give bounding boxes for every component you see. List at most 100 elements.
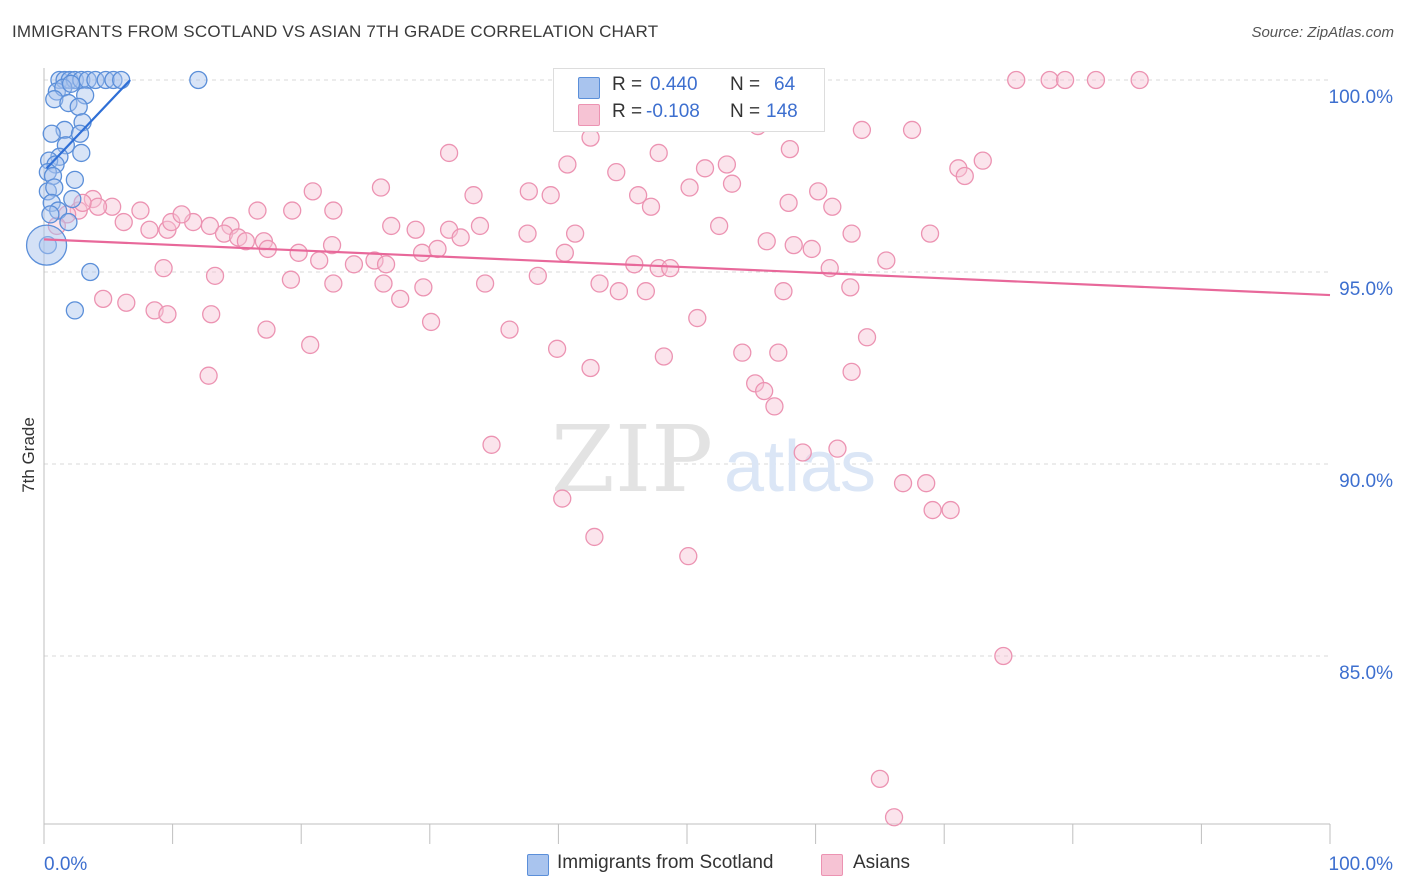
data-point: [917, 474, 936, 493]
data-point: [1055, 70, 1075, 90]
legend-swatch-scotland: [527, 854, 549, 876]
data-point: [842, 362, 861, 381]
data-point: [140, 220, 159, 239]
data-point: [695, 159, 715, 178]
data-point: [828, 439, 847, 458]
data-point: [679, 547, 698, 566]
data-point: [809, 182, 828, 201]
data-point: [884, 808, 904, 827]
data-point: [955, 166, 974, 186]
data-point: [609, 282, 628, 301]
y-axis-title: 7th Grade: [19, 417, 38, 493]
data-point: [722, 174, 742, 193]
data-point: [439, 143, 459, 163]
scotland-trend-line: [45, 79, 131, 170]
data-point: [324, 201, 343, 220]
data-point: [131, 201, 150, 220]
legend-swatch-asians: [821, 854, 843, 876]
data-point: [941, 500, 960, 520]
data-point: [344, 255, 364, 274]
watermark-atlas: atlas: [724, 427, 876, 507]
data-point: [73, 193, 92, 213]
legend-r-value: 0.440: [650, 74, 698, 95]
series-legend: Immigrants from Scotland Asians: [0, 852, 1406, 878]
x-tick-label-max: 100.0%: [1329, 854, 1394, 875]
data-point: [96, 70, 115, 90]
data-point: [56, 136, 76, 155]
chart-title: IMMIGRANTS FROM SCOTLAND VS ASIAN 7TH GR…: [12, 22, 659, 41]
data-point: [114, 212, 133, 232]
data-point: [451, 228, 470, 247]
data-point: [72, 143, 91, 163]
asians-points: [47, 70, 1149, 827]
data-point: [464, 186, 483, 205]
data-point: [412, 243, 432, 262]
data-point: [322, 235, 342, 255]
legend-swatch-blue: [578, 77, 600, 99]
data-point: [688, 308, 707, 328]
data-point: [406, 220, 425, 239]
data-point: [289, 243, 308, 262]
data-point: [755, 381, 774, 401]
data-point: [784, 235, 803, 255]
data-point: [607, 163, 626, 182]
data-point: [519, 182, 538, 201]
scotland-points: [25, 70, 208, 320]
data-point: [779, 193, 798, 213]
asians-trend-line: [43, 238, 1331, 297]
data-point: [303, 182, 322, 201]
data-point: [923, 500, 942, 520]
data-point: [391, 289, 410, 309]
legend-label-scotland: Immigrants from Scotland: [557, 852, 774, 873]
data-point: [1007, 70, 1026, 90]
data-point: [104, 70, 123, 90]
data-point: [475, 274, 495, 293]
data-point: [661, 259, 680, 278]
data-point: [65, 301, 85, 320]
data-point: [528, 266, 547, 285]
legend-n-label: N =: [730, 74, 761, 95]
data-point: [565, 224, 585, 243]
source-label: Source: ZipAtlas.com: [1251, 24, 1394, 41]
data-point: [45, 178, 64, 197]
data-point: [765, 397, 784, 416]
x-tick-label-min: 0.0%: [44, 854, 87, 875]
data-point: [41, 205, 60, 224]
data-point: [842, 224, 861, 243]
legend-n-value: 148: [766, 101, 798, 122]
data-point: [76, 86, 95, 105]
y-tick-label: 90.0%: [1339, 471, 1393, 492]
legend-r-label: R =: [612, 74, 643, 95]
data-point: [893, 474, 913, 493]
legend-swatch-pink: [578, 104, 600, 126]
data-point: [518, 224, 537, 243]
data-point: [780, 139, 800, 159]
y-tick-label: 100.0%: [1329, 87, 1394, 108]
data-point: [112, 70, 131, 90]
legend-r-value: -0.108: [646, 101, 700, 122]
data-point: [877, 251, 896, 270]
data-point: [870, 769, 890, 789]
data-point: [382, 216, 401, 236]
data-point: [710, 216, 729, 236]
y-tick-label: 95.0%: [1339, 279, 1393, 300]
watermark: ZIP atlas: [551, 406, 876, 513]
data-point: [59, 93, 78, 113]
data-point: [1040, 70, 1059, 90]
data-point: [654, 347, 674, 366]
data-point: [581, 358, 600, 378]
data-point: [59, 212, 78, 232]
data-point: [42, 124, 61, 143]
data-point: [88, 197, 108, 216]
data-point: [769, 343, 788, 362]
data-point: [81, 262, 100, 282]
data-point: [45, 90, 64, 109]
data-point: [283, 201, 302, 220]
data-point: [158, 305, 177, 324]
data-point: [1130, 70, 1149, 90]
data-point: [553, 489, 572, 508]
data-point: [733, 343, 752, 362]
data-point: [841, 278, 860, 297]
data-point: [823, 197, 842, 216]
data-point: [257, 320, 276, 339]
